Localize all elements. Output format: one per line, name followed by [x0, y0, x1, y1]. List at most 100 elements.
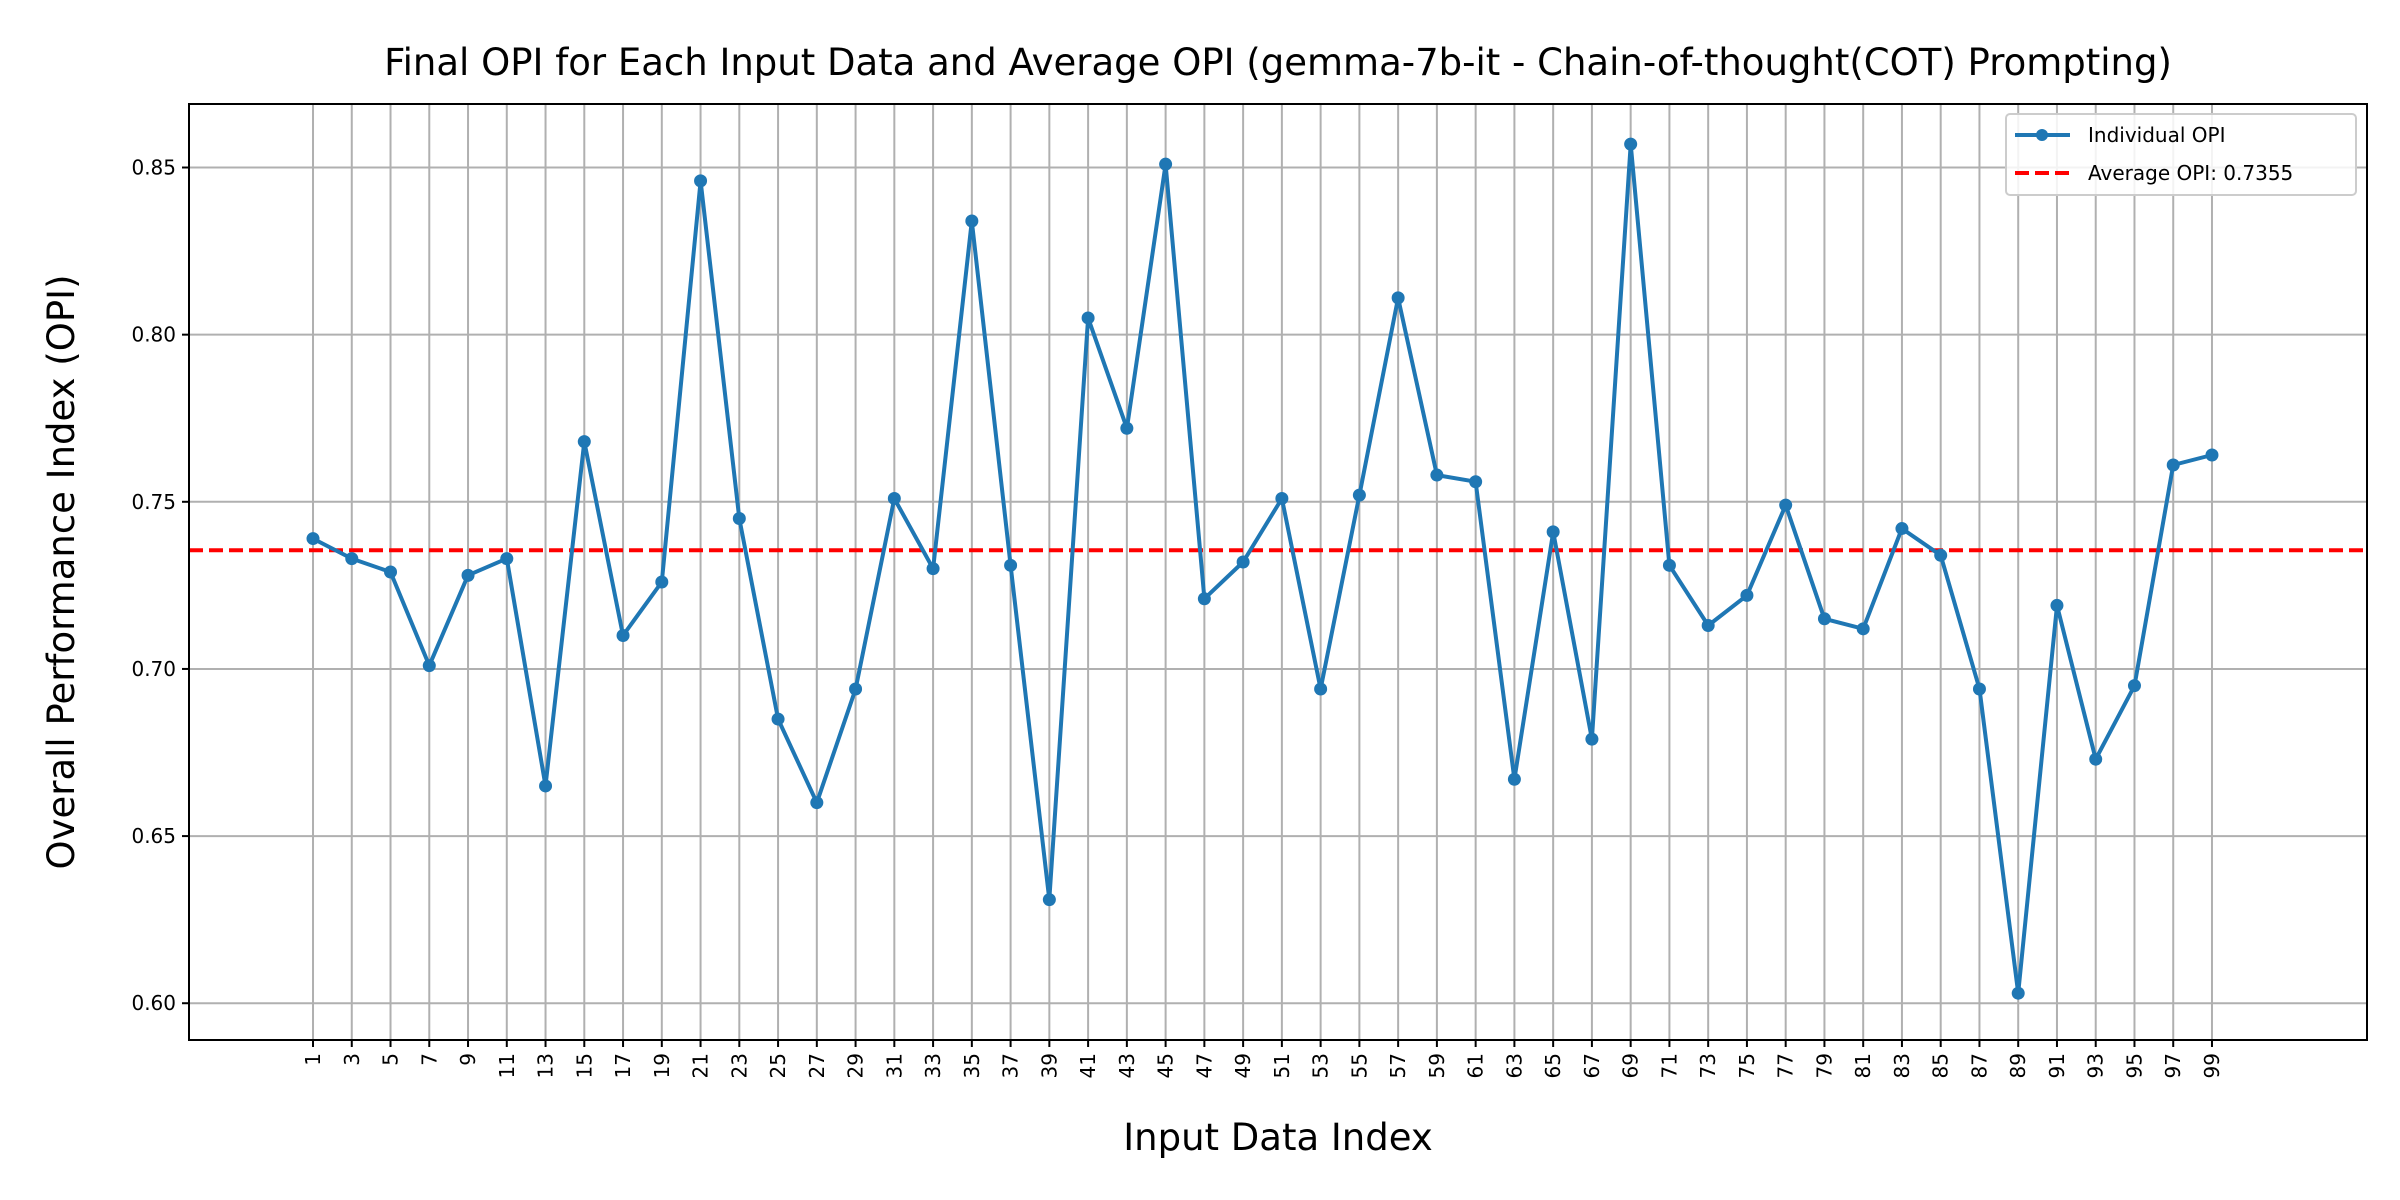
- data-point: [1585, 732, 1599, 746]
- y-tick-label: 0.80: [131, 323, 176, 347]
- data-point: [1701, 618, 1715, 632]
- data-point: [384, 565, 398, 579]
- data-point: [1817, 612, 1831, 626]
- x-tick-label: 99: [2200, 1053, 2224, 1078]
- data-point: [2089, 752, 2103, 766]
- x-tick-label: 23: [727, 1053, 751, 1078]
- plot-frame: [188, 103, 2368, 1041]
- x-axis-ticks: 1 3 5 7 9 11 13 15 17 19 21 23 25 27 29 31 33 35 37 39 41 43 4…: [301, 1040, 2224, 1078]
- chart-title: Final OPI for Each Input Data and Averag…: [384, 41, 2172, 84]
- x-tick-label: 19: [650, 1053, 674, 1078]
- data-point: [655, 575, 669, 589]
- x-tick-label: 53: [1309, 1053, 1333, 1078]
- x-tick-label: 13: [534, 1053, 558, 1078]
- x-tick-label: 83: [1890, 1053, 1914, 1078]
- x-tick-label: 9: [456, 1053, 480, 1066]
- legend-box: [2005, 113, 2357, 196]
- data-point: [1740, 588, 1754, 602]
- data-point: [771, 712, 785, 726]
- x-tick-label: 45: [1154, 1053, 1178, 1078]
- data-point: [732, 512, 746, 526]
- x-tick-label: 97: [2161, 1053, 2185, 1078]
- data-point: [1430, 468, 1444, 482]
- x-tick-label: 57: [1386, 1053, 1410, 1078]
- legend-individual-label: Individual OPI: [2088, 123, 2225, 147]
- data-point: [1159, 157, 1173, 171]
- y-tick-label: 0.65: [131, 824, 176, 848]
- plot-background: [189, 104, 2367, 1040]
- x-tick-label: 5: [379, 1053, 403, 1066]
- data-point: [849, 682, 863, 696]
- x-tick-label: 93: [2084, 1053, 2108, 1078]
- data-point: [2127, 679, 2141, 693]
- x-tick-label: 95: [2122, 1053, 2146, 1078]
- x-tick-label: 43: [1115, 1053, 1139, 1078]
- x-tick-label: 65: [1541, 1053, 1565, 1078]
- x-tick-label: 51: [1270, 1053, 1294, 1078]
- data-point: [616, 629, 630, 643]
- x-tick-label: 1: [301, 1053, 325, 1066]
- x-tick-label: 49: [1231, 1053, 1255, 1078]
- data-point: [1469, 475, 1483, 489]
- data-point: [1042, 893, 1056, 907]
- data-point: [500, 552, 514, 566]
- legend-individual-marker: [2036, 129, 2048, 141]
- data-point: [1081, 311, 1095, 325]
- x-tick-label: 39: [1037, 1053, 1061, 1078]
- data-point: [306, 532, 320, 546]
- legend-average-label: Average OPI: 0.7355: [2088, 161, 2293, 185]
- x-tick-label: 17: [611, 1053, 635, 1078]
- x-tick-label: 3: [340, 1053, 364, 1066]
- data-point: [422, 659, 436, 673]
- series-line: [312, 142, 2213, 996]
- data-point: [345, 552, 359, 566]
- data-point: [539, 779, 553, 793]
- data-point: [1972, 682, 1986, 696]
- legend: Individual OPI Average OPI: 0.7355: [2005, 113, 2357, 196]
- y-tick-label: 0.70: [131, 657, 176, 681]
- data-point: [1779, 498, 1793, 512]
- x-tick-label: 81: [1851, 1053, 1875, 1078]
- x-tick-label: 55: [1347, 1053, 1371, 1078]
- data-point: [694, 174, 708, 188]
- data-point: [2166, 458, 2180, 472]
- x-tick-label: 31: [882, 1053, 906, 1078]
- x-tick-label: 11: [495, 1053, 519, 1078]
- data-point: [1546, 525, 1560, 539]
- x-tick-label: 85: [1929, 1053, 1953, 1078]
- y-axis-ticks: 0.60 0.65 0.70 0.75 0.80 0.85: [131, 156, 189, 1015]
- x-tick-label: 71: [1657, 1053, 1681, 1078]
- data-point: [2011, 986, 2025, 1000]
- x-tick-label: 7: [417, 1053, 441, 1066]
- x-tick-label: 77: [1774, 1053, 1798, 1078]
- x-tick-label: 41: [1076, 1053, 1100, 1078]
- x-tick-label: 47: [1192, 1053, 1216, 1078]
- data-point: [887, 491, 901, 505]
- y-tick-label: 0.85: [131, 156, 176, 180]
- x-tick-label: 27: [805, 1053, 829, 1078]
- data-point: [1856, 622, 1870, 636]
- data-point: [2205, 448, 2219, 462]
- data-point: [1236, 555, 1250, 569]
- x-tick-label: 79: [1812, 1053, 1836, 1078]
- x-grid: [312, 104, 2213, 1040]
- data-point: [1624, 137, 1638, 151]
- x-tick-label: 89: [2006, 1053, 2030, 1078]
- data-point: [461, 568, 475, 582]
- x-tick-label: 21: [689, 1053, 713, 1078]
- data-point: [577, 435, 591, 449]
- data-point: [1197, 592, 1211, 606]
- data-point: [1352, 488, 1366, 502]
- data-point: [1391, 291, 1405, 305]
- x-tick-label: 29: [844, 1053, 868, 1078]
- x-tick-label: 75: [1735, 1053, 1759, 1078]
- y-tick-label: 0.75: [131, 490, 176, 514]
- data-point: [1314, 682, 1328, 696]
- x-tick-label: 25: [766, 1053, 790, 1078]
- data-point: [1662, 558, 1676, 572]
- x-tick-label: 33: [921, 1053, 945, 1078]
- data-point: [1895, 522, 1909, 536]
- x-tick-label: 63: [1502, 1053, 1526, 1078]
- x-tick-label: 91: [2045, 1053, 2069, 1078]
